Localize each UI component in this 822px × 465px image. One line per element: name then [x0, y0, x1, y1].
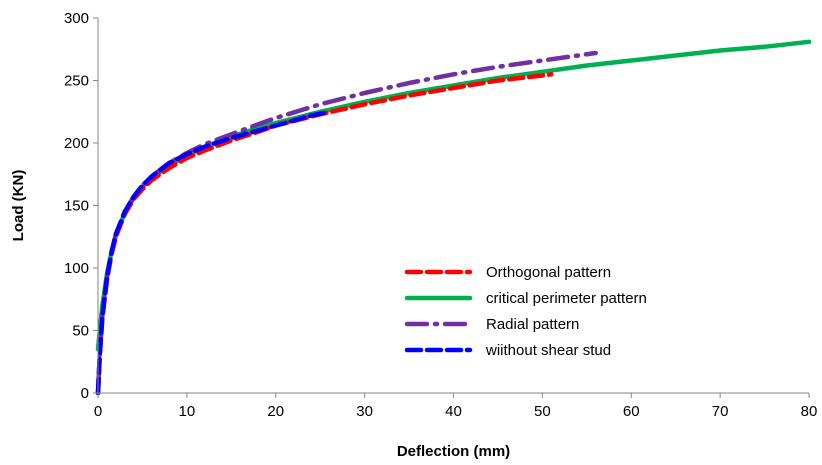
y-axis-ticks: 0 50 100 150 200 250 300 — [64, 10, 98, 402]
x-axis-title: Deflection (mm) — [397, 443, 510, 460]
y-tick-label: 200 — [64, 135, 89, 152]
x-tick-label: 60 — [623, 403, 640, 420]
y-axis-title: Load (KN) — [10, 170, 27, 242]
x-axis-ticks: 0 10 20 30 40 50 60 70 80 — [94, 393, 818, 420]
x-tick-label: 70 — [712, 403, 729, 420]
x-tick-label: 0 — [94, 403, 102, 420]
x-tick-label: 30 — [356, 403, 373, 420]
y-tick-label: 100 — [64, 260, 89, 277]
series-line-3 — [95, 109, 332, 396]
x-tick-label: 50 — [534, 403, 551, 420]
plot-area — [95, 39, 812, 396]
y-tick-label: 250 — [64, 73, 89, 90]
legend-label-3: wiithout shear stud — [485, 342, 611, 359]
legend: Orthogonal pattern critical perimeter pat… — [404, 264, 647, 359]
y-tick-label: 0 — [81, 385, 89, 402]
legend-label-0: Orthogonal pattern — [486, 264, 611, 281]
x-tick-label: 20 — [267, 403, 284, 420]
y-tick-label: 50 — [72, 323, 89, 340]
x-tick-label: 80 — [801, 403, 818, 420]
x-tick-label: 40 — [445, 403, 462, 420]
y-tick-label: 150 — [64, 198, 89, 215]
series-line-0 — [95, 72, 554, 396]
y-tick-label: 300 — [64, 10, 89, 27]
legend-label-1: critical perimeter pattern — [486, 290, 647, 307]
legend-label-2: Radial pattern — [486, 316, 579, 333]
x-tick-label: 10 — [179, 403, 196, 420]
